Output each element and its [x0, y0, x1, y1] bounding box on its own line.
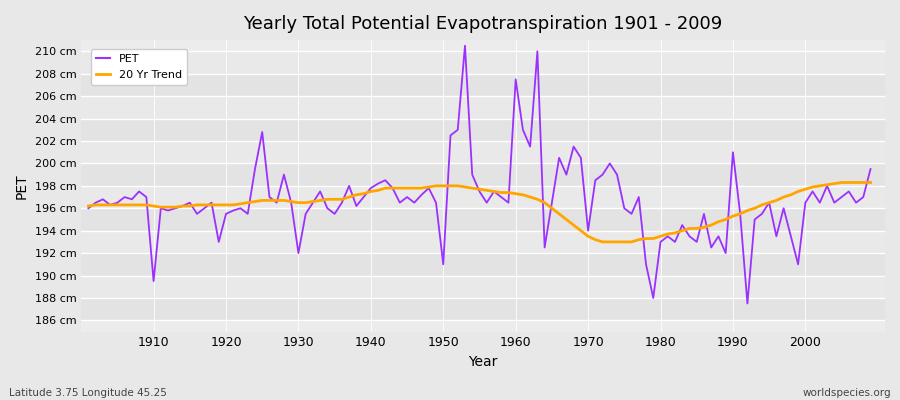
- Bar: [81, 298, 885, 320]
- X-axis label: Year: Year: [468, 355, 498, 369]
- Bar: [81, 118, 885, 141]
- Bar: [81, 96, 885, 118]
- Text: Latitude 3.75 Longitude 45.25: Latitude 3.75 Longitude 45.25: [9, 388, 166, 398]
- Bar: [81, 186, 885, 208]
- Bar: [81, 231, 885, 253]
- Bar: [81, 253, 885, 276]
- Bar: [81, 164, 885, 186]
- Bar: [81, 141, 885, 164]
- Bar: [81, 74, 885, 96]
- Y-axis label: PET: PET: [15, 173, 29, 199]
- Bar: [81, 51, 885, 74]
- Bar: [81, 276, 885, 298]
- Legend: PET, 20 Yr Trend: PET, 20 Yr Trend: [91, 48, 187, 85]
- Bar: [81, 208, 885, 231]
- Title: Yearly Total Potential Evapotranspiration 1901 - 2009: Yearly Total Potential Evapotranspiratio…: [244, 15, 723, 33]
- Text: worldspecies.org: worldspecies.org: [803, 388, 891, 398]
